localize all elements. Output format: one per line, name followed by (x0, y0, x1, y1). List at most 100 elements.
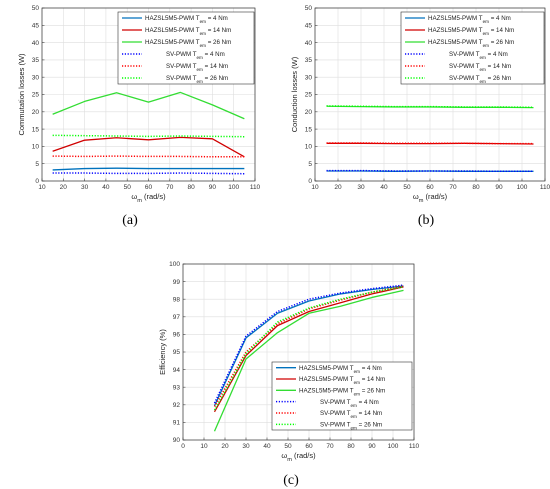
y-axis-label: Commutation losses (W) (17, 53, 26, 136)
series-line-3 (213, 289, 404, 432)
legend-label-6: SV-PWM Tem = 26 Nm (449, 75, 511, 84)
x-tick-label: 80 (472, 184, 480, 191)
x-tick-label: 40 (263, 443, 271, 450)
x-tick-label: 40 (102, 184, 110, 191)
legend-label-4: SV-PWM Tem = 4 Nm (449, 51, 508, 60)
x-tick-label: 110 (540, 184, 550, 191)
y-tick-label: 30 (305, 74, 313, 81)
x-axis-label: ωm (rad/s) (413, 192, 448, 204)
x-tick-label: 10 (200, 443, 208, 450)
plot-frame (182, 263, 415, 441)
legend-label-3: HAZSL5M5-PWM Tem = 26 Nm (299, 388, 385, 397)
legend-label-5: SV-PWM Tem = 14 Nm (320, 410, 382, 419)
x-tick-label: 90 (209, 184, 217, 191)
y-tick-label: 20 (32, 109, 40, 116)
series-line-6 (326, 105, 534, 109)
x-tick-label: 30 (357, 184, 365, 191)
legend-box (400, 11, 545, 85)
y-tick-label: 50 (32, 5, 40, 12)
y-tick-label: 10 (305, 144, 313, 151)
y-tick-label: 94 (173, 367, 181, 374)
y-tick-label: 96 (173, 332, 181, 339)
y-tick-label: 100 (169, 261, 180, 268)
series-line-6 (213, 286, 404, 411)
x-tick-label: 30 (81, 184, 89, 191)
legend-label-3: HAZSL5M5-PWM Tem = 26 Nm (428, 39, 514, 48)
legend-label-2: HAZSL5M5-PWM Tem = 14 Nm (299, 376, 385, 385)
series-line-4 (326, 169, 534, 173)
x-tick-label: 20 (221, 443, 229, 450)
legend-label-2: HAZSL5M5-PWM Tem = 14 Nm (428, 27, 514, 36)
x-tick-label: 0 (181, 443, 185, 450)
legend-label-6: SV-PWM Tem = 26 Nm (166, 75, 228, 84)
y-tick-label: 50 (305, 5, 313, 12)
legend-label-3: HAZSL5M5-PWM Tem = 26 Nm (145, 39, 231, 48)
y-tick-label: 95 (173, 349, 181, 356)
legend-label-2: HAZSL5M5-PWM Tem = 14 Nm (145, 27, 231, 36)
x-axis-label: ωm (rad/s) (281, 451, 316, 463)
y-tick-label: 0 (308, 178, 312, 185)
x-tick-label: 10 (38, 184, 46, 191)
x-tick-label: 60 (145, 184, 153, 191)
figure-caption: (c) (283, 473, 299, 488)
x-tick-label: 70 (449, 184, 457, 191)
series-line-4 (52, 172, 245, 175)
x-tick-label: 50 (403, 184, 411, 191)
y-tick-label: 92 (173, 402, 181, 409)
x-tick-label: 50 (284, 443, 292, 450)
legend-box (117, 11, 255, 85)
legend-label-6: SV-PWM Tem = 26 Nm (320, 422, 382, 431)
x-tick-label: 100 (388, 443, 399, 450)
legend-label-1: HAZSL5M5-PWM Tem = 4 Nm (145, 15, 228, 24)
x-tick-label: 80 (347, 443, 355, 450)
x-tick-label: 110 (250, 184, 261, 191)
x-tick-label: 20 (60, 184, 68, 191)
y-tick-label: 10 (32, 144, 40, 151)
y-tick-label: 91 (173, 420, 181, 427)
y-tick-label: 35 (305, 57, 313, 64)
series-line-3 (52, 91, 245, 120)
y-tick-label: 15 (32, 126, 40, 133)
series-line-5 (326, 142, 534, 145)
y-tick-label: 20 (305, 109, 313, 116)
x-axis-label: ωm (rad/s) (131, 192, 166, 204)
x-tick-label: 40 (380, 184, 388, 191)
x-tick-label: 110 (409, 443, 420, 450)
y-tick-label: 40 (32, 40, 40, 47)
series-line-4 (213, 284, 404, 404)
x-tick-label: 70 (326, 443, 334, 450)
series-line-1 (52, 167, 245, 171)
x-tick-label: 90 (368, 443, 376, 450)
y-tick-label: 93 (173, 384, 181, 391)
series-line-1 (213, 285, 404, 406)
legend-label-4: SV-PWM Tem = 4 Nm (320, 399, 379, 408)
legend-label-1: HAZSL5M5-PWM Tem = 4 Nm (428, 15, 511, 24)
legend-box (271, 361, 413, 431)
x-tick-label: 20 (334, 184, 342, 191)
y-tick-label: 35 (32, 57, 40, 64)
y-tick-label: 98 (173, 296, 181, 303)
figure-caption: (b) (418, 213, 435, 228)
plot-frame (314, 7, 546, 182)
y-tick-label: 99 (173, 279, 181, 286)
series-line-5 (52, 155, 245, 158)
y-axis-label: Efficiency (%) (158, 329, 167, 375)
y-tick-label: 90 (173, 437, 181, 444)
x-tick-label: 60 (305, 443, 313, 450)
y-axis-label: Conduction losses (W) (290, 56, 299, 132)
y-tick-label: 40 (305, 40, 313, 47)
legend-label-5: SV-PWM Tem = 14 Nm (449, 63, 511, 72)
y-tick-label: 15 (305, 126, 313, 133)
x-tick-label: 70 (166, 184, 174, 191)
series-line-2 (52, 136, 245, 158)
x-tick-label: 10 (311, 184, 319, 191)
x-tick-label: 50 (124, 184, 132, 191)
y-tick-label: 45 (32, 23, 40, 30)
x-tick-label: 100 (228, 184, 239, 191)
series-line-2 (213, 286, 404, 413)
y-tick-label: 45 (305, 23, 313, 30)
legend-label-5: SV-PWM Tem = 14 Nm (166, 63, 228, 72)
y-tick-label: 5 (308, 161, 312, 168)
legend-label-4: SV-PWM Tem = 4 Nm (166, 51, 225, 60)
